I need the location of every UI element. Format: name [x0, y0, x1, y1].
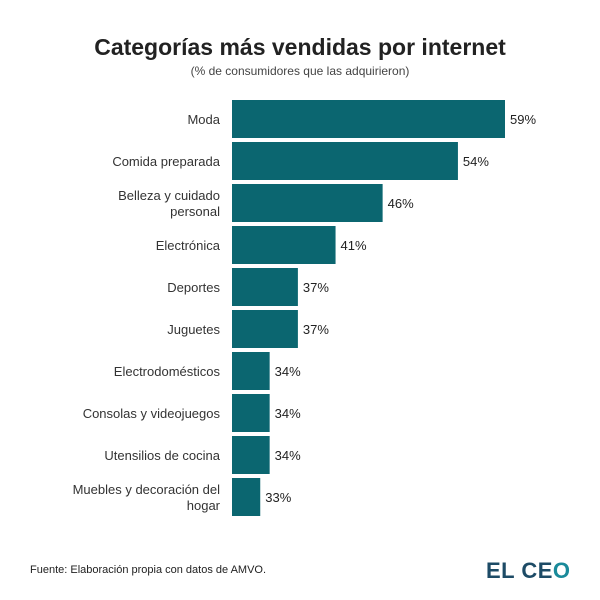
- category-label: Electrodomésticos: [114, 364, 221, 379]
- bar: [232, 478, 261, 516]
- category-label: Comida preparada: [112, 154, 220, 169]
- bar: [232, 352, 270, 390]
- el-ceo-logo: EL CEO: [486, 558, 571, 583]
- value-label: 54%: [463, 154, 489, 169]
- value-label: 59%: [510, 112, 536, 127]
- category-label-line: hogar: [187, 498, 221, 513]
- category-label-line: Comida preparada: [112, 154, 220, 169]
- category-label: Belleza y cuidado personal: [118, 188, 220, 219]
- value-label: 34%: [275, 406, 301, 421]
- category-label: Deportes: [167, 280, 220, 295]
- category-label-line: Electrodomésticos: [114, 364, 221, 379]
- category-label: Electrónica: [156, 238, 221, 253]
- chart-subtitle: (% de consumidores que las adquirieron): [190, 64, 410, 78]
- value-label: 37%: [303, 280, 329, 295]
- category-label: Moda: [187, 112, 220, 127]
- category-label-line: Deportes: [167, 280, 220, 295]
- category-label-line: Utensilios de cocina: [104, 448, 220, 463]
- chart-title: Categorías más vendidas por internet: [94, 34, 506, 60]
- bar: [232, 100, 505, 138]
- value-label: 34%: [275, 448, 301, 463]
- value-label: 46%: [388, 196, 414, 211]
- category-label: Consolas y videojuegos: [83, 406, 221, 421]
- category-label-line: Moda: [187, 112, 220, 127]
- bar: [232, 268, 298, 306]
- value-label: 41%: [341, 238, 367, 253]
- category-label-line: Juguetes: [167, 322, 220, 337]
- category-label-line: Muebles y decoración del: [73, 482, 221, 497]
- category-label-line: Belleza y cuidado: [118, 188, 220, 203]
- category-label-line: Consolas y videojuegos: [83, 406, 221, 421]
- bar: [232, 184, 383, 222]
- source-note: Fuente: Elaboración propia con datos de …: [30, 564, 267, 576]
- bar: [232, 142, 458, 180]
- bar: [232, 394, 270, 432]
- value-label: 33%: [265, 490, 291, 505]
- category-label-line: Electrónica: [156, 238, 221, 253]
- bar: [232, 226, 336, 264]
- value-label: 37%: [303, 322, 329, 337]
- category-label: Utensilios de cocina: [104, 448, 220, 463]
- category-label: Juguetes: [167, 322, 220, 337]
- category-label-line: personal: [170, 204, 220, 219]
- value-label: 34%: [275, 364, 301, 379]
- bar: [232, 310, 298, 348]
- category-label: Muebles y decoración del hogar: [73, 482, 221, 513]
- bar: [232, 436, 270, 474]
